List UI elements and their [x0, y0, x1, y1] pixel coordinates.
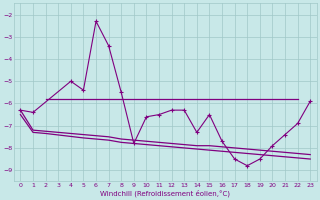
X-axis label: Windchill (Refroidissement éolien,°C): Windchill (Refroidissement éolien,°C)	[100, 189, 230, 197]
